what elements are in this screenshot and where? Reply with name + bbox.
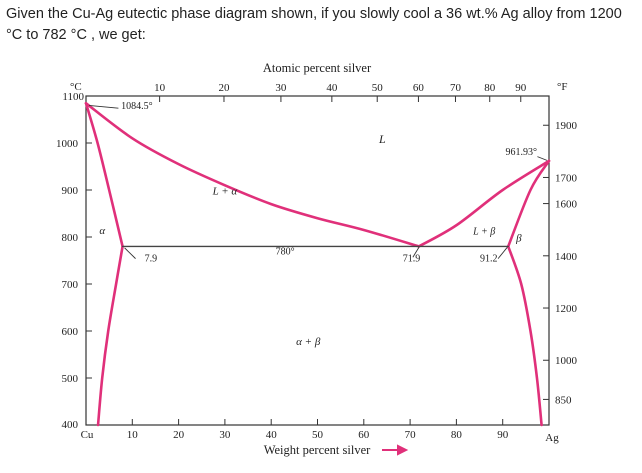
ag-melt-label: 961.93° <box>505 147 537 158</box>
axis-ticks: 10 20 30 40 50 60 70 80 90 10 20 30 40 50 60 70 80 90 1000… <box>56 82 578 441</box>
left-tick-label-500: 500 <box>62 373 79 385</box>
left-unit: °C <box>70 81 82 93</box>
solidus-alpha-curve <box>84 101 124 248</box>
left-tick-label-700: 700 <box>62 279 79 291</box>
bottom-tick-label-80: 80 <box>451 429 463 441</box>
question-text: Given the Cu-Ag eutectic phase diagram s… <box>6 6 622 43</box>
left-tick-label-900: 900 <box>62 185 79 197</box>
top-tick-label-10: 10 <box>154 82 166 94</box>
top-tick-label-30: 30 <box>275 82 287 94</box>
bottom-tick-label-40: 40 <box>266 429 278 441</box>
bottom-tick-label-30: 30 <box>219 429 231 441</box>
top-tick-label-60: 60 <box>413 82 425 94</box>
phase-boundaries <box>84 101 551 427</box>
solvus-beta-curve <box>506 245 543 427</box>
region-labels: L L + α L + β α β α + β 1084.5° 961.93° 780° 7.9 7… <box>88 101 548 348</box>
eutectic-comp-leader <box>412 247 420 258</box>
alpha-limit-label: 7.9 <box>145 253 158 264</box>
region-alpha-beta-label: α + β <box>296 336 321 348</box>
region-liquid-label: L <box>378 132 386 146</box>
right-tick-label-850: 850 <box>555 394 572 406</box>
cu-melt-leader <box>88 104 119 109</box>
left-tick-label-1000: 1000 <box>56 138 79 150</box>
region-l-alpha-label: L + α <box>212 186 238 198</box>
top-tick-label-80: 80 <box>484 82 496 94</box>
top-tick-label-40: 40 <box>326 82 338 94</box>
left-axis-start-label: 1100 <box>62 91 84 103</box>
bottom-tick-label-70: 70 <box>405 429 417 441</box>
bottom-axis-arrow <box>382 444 409 456</box>
bottom-tick-label-60: 60 <box>358 429 370 441</box>
right-tick-label-1700: 1700 <box>555 172 578 184</box>
beta-limit-leader <box>497 247 508 259</box>
top-tick-label-90: 90 <box>515 82 527 94</box>
bottom-axis-title: Weight percent silver <box>264 443 371 457</box>
bottom-tick-label-50: 50 <box>312 429 324 441</box>
top-tick-label-20: 20 <box>218 82 230 94</box>
liquidus-alpha-curve <box>84 101 421 248</box>
top-tick-label-70: 70 <box>450 82 462 94</box>
right-tick-label-1600: 1600 <box>555 199 578 211</box>
ag-melt-leader <box>537 156 548 161</box>
solvus-alpha-curve <box>96 245 124 427</box>
left-axis-end-label: 400 <box>62 419 79 431</box>
left-tick-label-800: 800 <box>62 232 79 244</box>
liquidus-beta-curve <box>417 159 551 248</box>
bottom-tick-label-20: 20 <box>173 429 185 441</box>
top-axis-title: Atomic percent silver <box>263 61 372 75</box>
right-tick-label-1400: 1400 <box>555 251 578 263</box>
solidus-beta-curve <box>506 159 551 248</box>
cu-melt-label: 1084.5° <box>121 101 153 112</box>
top-tick-label-50: 50 <box>372 82 384 94</box>
region-l-beta-label: L + β <box>472 227 495 238</box>
region-beta-label: β <box>515 233 522 245</box>
right-tick-label-1900: 1900 <box>555 120 578 132</box>
eutectic-temp-label: 780° <box>276 246 295 257</box>
bottom-tick-label-10: 10 <box>127 429 139 441</box>
left-endpoint-label: Cu <box>81 429 94 441</box>
alpha-limit-leader <box>124 247 136 259</box>
right-tick-label-1000: 1000 <box>555 355 578 367</box>
right-tick-label-1200: 1200 <box>555 303 578 315</box>
beta-limit-label: 91.2 <box>480 253 498 264</box>
region-alpha-label: α <box>99 225 105 237</box>
left-tick-label-600: 600 <box>62 326 79 338</box>
eutectic-comp-label: 71.9 <box>403 253 421 264</box>
bottom-tick-label-90: 90 <box>497 429 509 441</box>
right-unit: °F <box>557 81 568 93</box>
right-endpoint-label: Ag <box>545 432 559 444</box>
